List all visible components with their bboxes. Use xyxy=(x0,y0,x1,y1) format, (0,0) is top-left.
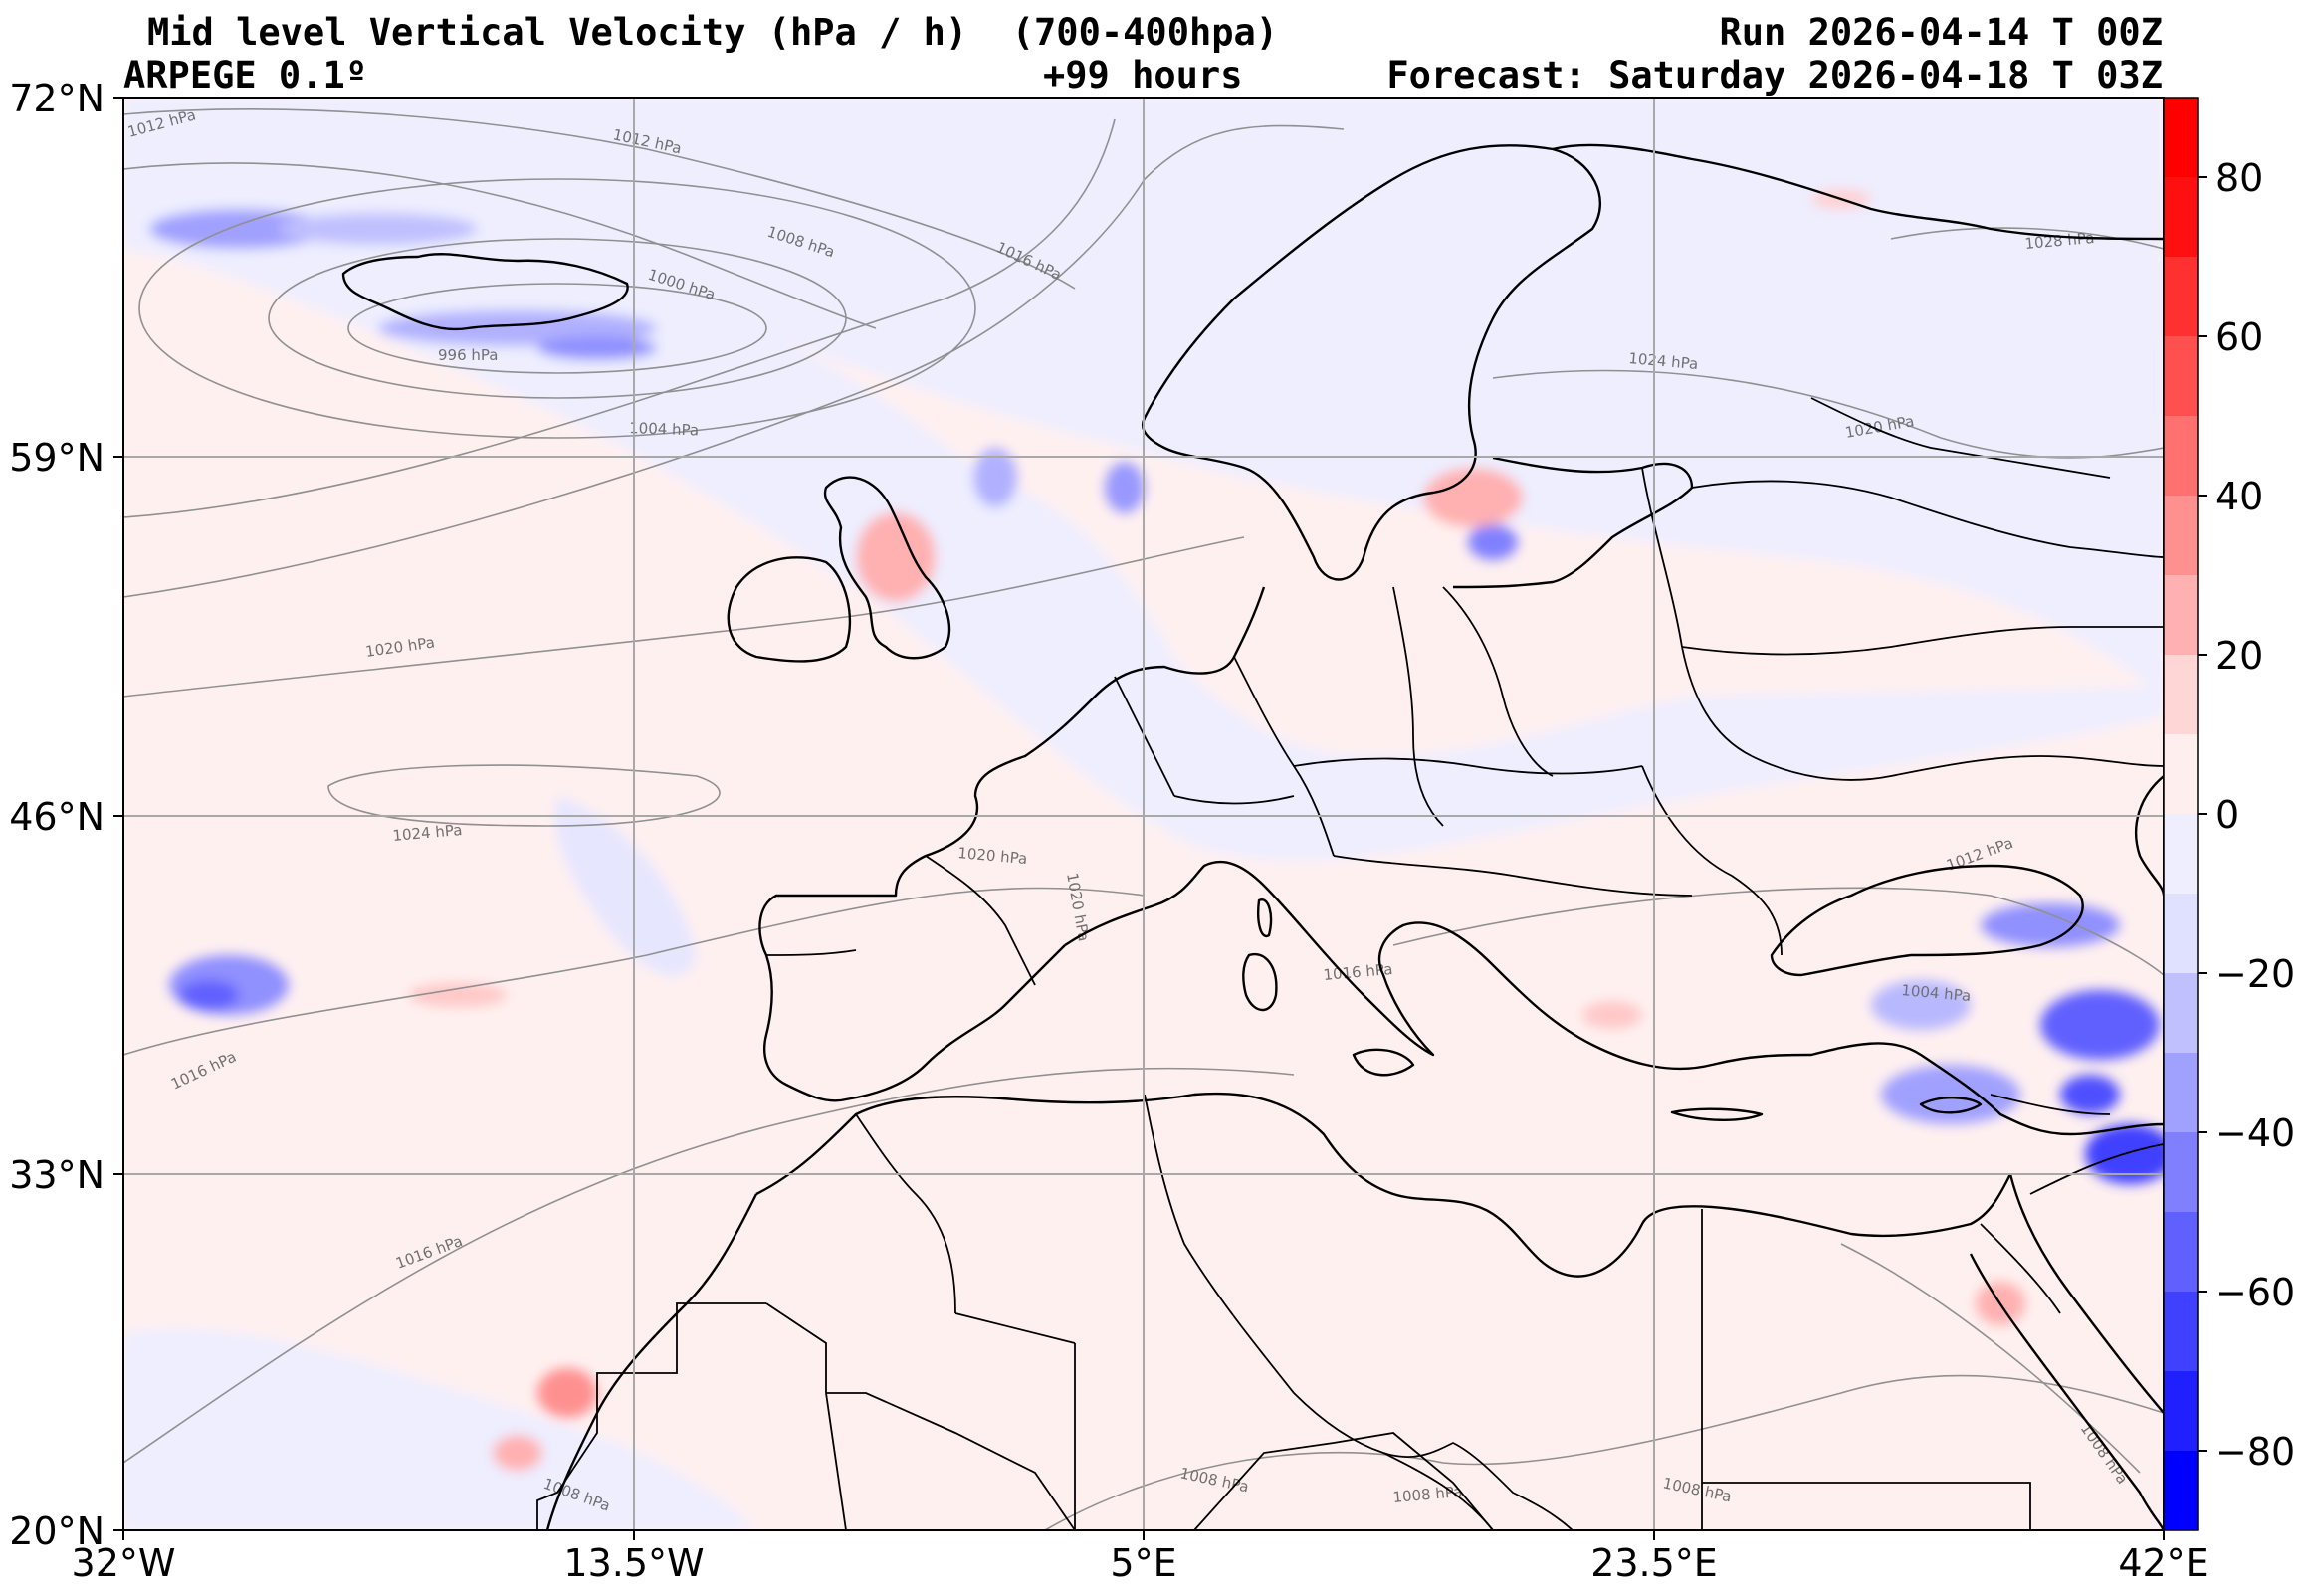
ireland-coast xyxy=(727,556,852,663)
colorbar-bin xyxy=(2164,177,2198,258)
colorbar-bin xyxy=(2164,1292,2198,1372)
lon-label-13-5w: 13.5°W xyxy=(563,1541,705,1585)
colorbar-tick-label: −20 xyxy=(2215,952,2296,996)
cyprus-coast xyxy=(1919,1097,1983,1114)
lat-label-46n: 46°N xyxy=(9,795,105,839)
lon-label-42e: 42°E xyxy=(2118,1541,2209,1585)
colorbar-bin xyxy=(2164,973,2198,1054)
red-sea-coast xyxy=(1969,1253,2164,1530)
colorbar-tick-label: 60 xyxy=(2215,315,2264,359)
lat-label-20n: 20°N xyxy=(9,1509,105,1553)
red-sea-coast-east xyxy=(2008,1173,2164,1414)
colorbar-bin xyxy=(2164,894,2198,974)
sardinia-coast xyxy=(1242,952,1278,1012)
west-africa-coast xyxy=(545,1193,758,1530)
isobar-label: 1004 hPa xyxy=(629,419,700,439)
lat-label-59n: 59°N xyxy=(9,436,105,480)
sicily-coast xyxy=(1352,1048,1415,1077)
colorbar-tick-label: −40 xyxy=(2215,1111,2296,1155)
isobar-lines xyxy=(123,108,2164,1530)
colorbar-bin xyxy=(2164,655,2198,735)
colorbar-bin xyxy=(2164,496,2198,576)
colorbar-bin xyxy=(2164,1451,2198,1531)
colorbar-bin xyxy=(2164,1053,2198,1133)
colorbar-tick-label: −60 xyxy=(2215,1271,2296,1314)
run-label: Run 2026-04-14 T 00Z xyxy=(1719,11,2163,54)
lat-label-72n: 72°N xyxy=(9,77,105,120)
colorbar-tick-label: −80 xyxy=(2215,1430,2296,1474)
britain-coast xyxy=(823,476,951,660)
baltic-coast xyxy=(1452,456,1694,589)
colorbar-bin xyxy=(2164,1371,2198,1452)
colorbar-bin xyxy=(2164,416,2198,497)
model-label: ARPEGE 0.1º xyxy=(123,54,368,97)
colorbar-bin xyxy=(2164,814,2198,895)
colorbar-tick-label: 20 xyxy=(2215,634,2264,678)
colorbar-tick-label: 0 xyxy=(2215,793,2240,837)
axis-ticks xyxy=(113,97,2165,1540)
colorbar-bin xyxy=(2164,336,2198,417)
lat-label-33n: 33°N xyxy=(9,1153,105,1197)
lon-label-23-5e: 23.5°E xyxy=(1590,1541,1718,1585)
scandinavia-coast xyxy=(1142,144,1602,581)
colorbar-bin xyxy=(2164,575,2198,656)
map-area: 1012 hPa 1012 hPa 1008 hPa 1000 hPa 996 … xyxy=(123,98,2164,1530)
europe-west-coast xyxy=(758,586,1266,1102)
north-africa-coast xyxy=(755,1092,2012,1278)
chart-title: Mid level Vertical Velocity (hPa / h) (7… xyxy=(147,11,1279,54)
colorbar-bin xyxy=(2164,98,2198,178)
lead-time-label: +99 hours xyxy=(1043,54,1243,97)
lon-label-32w: 32°W xyxy=(71,1541,176,1585)
colorbar-bin xyxy=(2164,734,2198,815)
colorbar-tick-label: 80 xyxy=(2215,156,2264,200)
colorbar-bin xyxy=(2164,257,2198,337)
isobar-label: 996 hPa xyxy=(438,346,498,364)
corsica-coast xyxy=(1257,898,1273,938)
crete-coast xyxy=(1670,1107,1764,1121)
colorbar-bin xyxy=(2164,1212,2198,1293)
med-north-coast xyxy=(1064,860,2164,1136)
colorbar-bin xyxy=(2164,1132,2198,1213)
caspian-coast xyxy=(2135,775,2164,897)
colorbar xyxy=(2163,97,2207,1531)
colorbar-tick-label: 40 xyxy=(2215,475,2264,518)
forecast-label: Forecast: Saturday 2026-04-18 T 03Z xyxy=(1386,54,2163,97)
black-sea-coast xyxy=(1770,864,2084,977)
country-borders xyxy=(536,397,2164,1530)
iceland-coast xyxy=(341,253,629,331)
graticule xyxy=(123,98,2164,1530)
lon-label-5e: 5°E xyxy=(1110,1541,1177,1585)
